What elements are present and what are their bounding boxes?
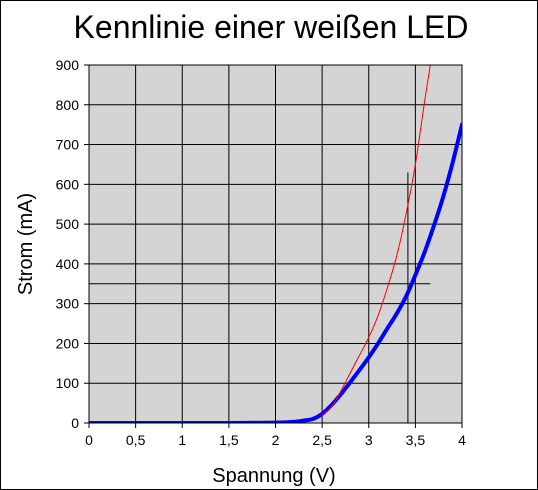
x-tick-label: 2 [272,432,280,448]
series-line-red [321,65,431,416]
y-tick-label: 800 [56,97,80,113]
x-tick-label: 4 [458,432,466,448]
y-tick-label: 900 [56,57,80,73]
y-tick-label: 500 [56,216,80,232]
y-tick-label: 100 [56,375,80,391]
y-axis-label: Strom (mA) [15,193,37,295]
x-tick-label: 0 [85,432,93,448]
y-tick-label: 400 [56,256,80,272]
x-tick-labels: 0 0,5 1 1,5 2 2,5 3 3,5 4 [85,423,466,448]
y-tick-label: 0 [71,415,79,431]
plot-area [88,64,463,424]
x-axis-label: Spannung (V) [212,465,335,487]
y-tick-label: 600 [56,176,80,192]
x-tick-label: 0,5 [126,432,146,448]
reference-lines [89,172,431,423]
y-tick-label: 700 [56,137,80,153]
x-tick-label: 1 [178,432,186,448]
chart-title: Kennlinie einer weißen LED [74,9,469,45]
x-tick-label: 1,5 [219,432,239,448]
y-tick-labels: 0 100 200 300 400 500 600 700 800 900 [56,57,89,431]
x-tick-label: 3,5 [406,432,426,448]
y-tick-label: 300 [56,296,80,312]
x-tick-label: 2,5 [312,432,332,448]
y-tick-label: 200 [56,335,80,351]
x-tick-label: 3 [365,432,373,448]
